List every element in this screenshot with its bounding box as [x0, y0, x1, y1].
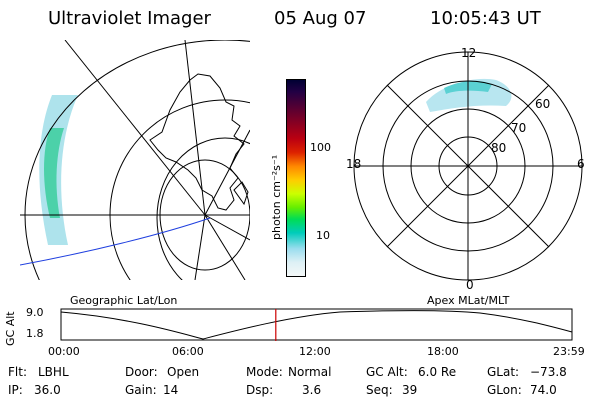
xtick-0600: 06:00 [172, 345, 204, 358]
altitude-ylabel: GC Alt [4, 311, 17, 346]
door-value: Open [167, 365, 200, 379]
polar-plot [353, 51, 583, 281]
altitude-strip-plot [60, 308, 573, 341]
geo-meridian [184, 40, 206, 216]
geo-meridian [204, 214, 250, 241]
mlt-label-6: 6 [577, 157, 585, 171]
glat-label: GLat: [487, 365, 520, 379]
mlat-label-70: 70 [511, 121, 527, 135]
geo-meridian [64, 40, 206, 216]
mlt-label-0: 0 [466, 278, 474, 292]
geo-lat-circle-mid [109, 99, 250, 280]
dsp-label: Dsp: [246, 383, 274, 397]
seq-label: Seq: [366, 383, 393, 397]
coastline [233, 181, 249, 206]
xtick-1200: 12:00 [299, 345, 331, 358]
gcalt-value: 6.0 Re [418, 365, 457, 379]
gain-label: Gain: [125, 383, 157, 397]
geo-meridian [204, 214, 246, 280]
seq-value: 39 [402, 383, 418, 397]
mlt-label-12: 12 [461, 46, 477, 60]
altitude-ytick-max: 9.0 [26, 306, 44, 319]
date-label: 05 Aug 07 [274, 8, 367, 29]
coastline [149, 73, 245, 211]
colorbar-tick-100: 100 [310, 141, 331, 154]
ip-label: IP: [8, 383, 23, 397]
filter-label: Flt: [8, 365, 27, 379]
xtick-1800: 18:00 [427, 345, 459, 358]
polar-frame-label: Apex MLat/MLT [427, 294, 510, 307]
altitude-ytick-min: 1.8 [26, 327, 44, 340]
instrument-title: Ultraviolet Imager [48, 8, 211, 29]
geo-meridian [204, 129, 250, 216]
geo-lat-circle-inner [156, 137, 250, 280]
gcalt-label: GC Alt: [366, 365, 408, 379]
glon-label: GLon: [487, 383, 522, 397]
glon-value: 74.0 [530, 383, 557, 397]
geographic-plot [20, 40, 250, 280]
dsp-value: 3.6 [302, 383, 322, 397]
altitude-curve [60, 310, 573, 340]
gain-value: 14 [163, 383, 179, 397]
ip-value: 36.0 [34, 383, 61, 397]
geo-meridian [194, 214, 206, 280]
mlat-label-60: 60 [535, 97, 551, 111]
xtick-0000: 00:00 [48, 345, 80, 358]
mode-value: Normal [288, 365, 332, 379]
mlt-line-diag [386, 84, 550, 248]
door-label: Door: [125, 365, 158, 379]
colorbar [286, 79, 306, 277]
time-label: 10:05:43 UT [430, 8, 541, 29]
xtick-2359: 23:59 [553, 345, 585, 358]
geo-frame-label: Geographic Lat/Lon [70, 294, 178, 307]
altitude-strip-frame [60, 308, 573, 341]
ground-track [20, 217, 211, 266]
mlt-label-18: 18 [346, 157, 362, 171]
glat-value: −73.8 [530, 365, 567, 379]
filter-value: LBHL [38, 365, 69, 379]
colorbar-unit-label: photon cm⁻²s⁻¹ [270, 154, 283, 240]
mlat-label-80: 80 [491, 141, 507, 155]
colorbar-tick-10: 10 [316, 229, 330, 242]
auroral-emission-geo-core [44, 128, 64, 218]
mode-label: Mode: [246, 365, 283, 379]
